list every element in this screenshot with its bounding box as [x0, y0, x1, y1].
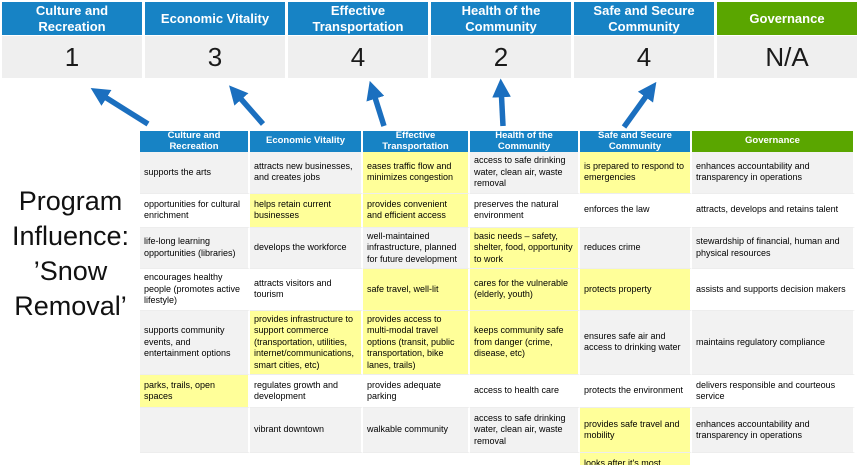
matrix-cell-r8-c5: looks after it's most vulnerable [580, 453, 692, 465]
matrix-cell-r4-c5: protects property [580, 269, 692, 311]
score-value-effective-transportation: 4 [288, 36, 428, 78]
scoreboard: Culture and Recreation Economic Vitality E… [2, 2, 857, 78]
matrix-header-governance: Governance [692, 131, 855, 152]
matrix-cell-r1-c3: eases traffic flow and minimizes congest… [363, 152, 470, 194]
matrix-cell-r6-c3: provides adequate parking [363, 375, 470, 408]
matrix-cell-r1-c1: supports the arts [140, 152, 250, 194]
matrix-header-safe-and-secure-community: Safe and Secure Community [580, 130, 692, 152]
matrix-cell-r7-c2: vibrant downtown [250, 408, 363, 453]
matrix-cell-r2-c3: provides convenient and efficient access [363, 193, 470, 228]
influence-arrows [90, 78, 657, 129]
matrix-cell-r8-c4 [470, 453, 580, 465]
matrix-cell-r4-c3: safe travel, well-lit [363, 269, 470, 311]
matrix-cell-r2-c1: opportunities for cultural enrichment [140, 193, 250, 228]
score-value-governance: N/A [717, 36, 857, 78]
matrix-cell-r8-c2 [250, 453, 363, 465]
score-header-governance: Governance [717, 2, 857, 35]
matrix-header-effective-transportation: Effective Transportation [363, 130, 470, 152]
matrix-cell-r2-c2: helps retain current businesses [250, 193, 363, 228]
matrix-cell-r6-c5: protects the environment [580, 375, 692, 408]
matrix-table: Culture and Recreation Economic Vitality E… [140, 130, 855, 465]
influence-arrow-3 [366, 80, 387, 127]
matrix-cell-r3-c3: well-maintained infrastructure, planned … [363, 227, 470, 269]
matrix-cell-r1-c4: access to safe drinking water, clean air… [470, 152, 580, 194]
matrix-cell-r4-c4: cares for the vulnerable (elderly, youth… [470, 269, 580, 311]
score-value-economic-vitality: 3 [145, 36, 285, 78]
matrix-cell-r1-c5: is prepared to respond to emergencies [580, 152, 692, 194]
score-header-economic-vitality: Economic Vitality [145, 2, 285, 35]
matrix-cell-r6-c4: access to health care [470, 375, 580, 408]
matrix-cell-r2-c5: enforces the law [580, 193, 692, 228]
matrix-cell-r8-c3 [363, 453, 470, 465]
matrix-cell-r5-c4: keeps community safe from danger (crime,… [470, 310, 580, 375]
score-value-health-of-the-community: 2 [431, 36, 571, 78]
score-header-culture-and-recreation: Culture and Recreation [2, 2, 142, 35]
matrix-header-health-of-the-community: Health of the Community [470, 130, 580, 152]
matrix-cell-r5-c2: provides infrastructure to support comme… [250, 310, 363, 375]
matrix-cell-r7-c6: enhances accountability and transparency… [692, 408, 855, 453]
matrix-cell-r3-c1: life-long learning opportunities (librar… [140, 227, 250, 269]
matrix-cell-r5-c3: provides access to multi-modal travel op… [363, 310, 470, 375]
matrix-cell-r1-c6: enhances accountability and transparency… [692, 152, 855, 194]
matrix-cell-r6-c2: regulates growth and development [250, 375, 363, 408]
matrix-cell-r4-c1: encourages healthy people (promotes acti… [140, 269, 250, 311]
influence-arrow-2 [229, 85, 266, 126]
matrix-cell-r6-c6: delivers responsible and courteous servi… [692, 375, 855, 408]
matrix-cell-r3-c5: reduces crime [580, 227, 692, 269]
matrix-cell-r7-c1 [140, 408, 250, 453]
matrix-cell-r4-c2: attracts visitors and tourism [250, 269, 363, 311]
score-header-health-of-the-community: Health of the Community [431, 2, 571, 35]
matrix-cell-r3-c6: stewardship of financial, human and phys… [692, 227, 855, 269]
matrix-cell-r5-c1: supports community events, and entertain… [140, 310, 250, 375]
matrix-cell-r3-c4: basic needs – safety, shelter, food, opp… [470, 227, 580, 269]
score-value-safe-and-secure-community: 4 [574, 36, 714, 78]
matrix-cell-r6-c1: parks, trails, open spaces [140, 375, 250, 408]
score-header-safe-and-secure-community: Safe and Secure Community [574, 2, 714, 35]
influence-arrow-4 [492, 78, 511, 127]
score-header-effective-transportation: Effective Transportation [288, 2, 428, 35]
matrix-cell-r2-c6: attracts, develops and retains talent [692, 193, 855, 228]
matrix-cell-r7-c5: provides safe travel and mobility [580, 408, 692, 453]
matrix-cell-r8-c6 [692, 453, 855, 465]
matrix-cell-r4-c6: assists and supports decision makers [692, 269, 855, 311]
matrix-cell-r1-c2: attracts new businesses, and creates job… [250, 152, 363, 194]
matrix-cell-r5-c5: ensures safe air and access to drinking … [580, 310, 692, 375]
influence-arrow-1 [90, 88, 150, 127]
matrix-cell-r3-c2: develops the workforce [250, 227, 363, 269]
score-value-culture-and-recreation: 1 [2, 36, 142, 78]
matrix-header-economic-vitality: Economic Vitality [250, 131, 363, 152]
program-title: Program Influence: ’Snow Removal’ [11, 186, 130, 321]
matrix-cell-r2-c4: preserves the natural environment [470, 193, 580, 228]
influence-arrow-5 [621, 81, 657, 129]
matrix-cell-r5-c6: maintains regulatory compliance [692, 310, 855, 375]
matrix-header-culture-and-recreation: Culture and Recreation [140, 130, 250, 152]
matrix-cell-r7-c4: access to safe drinking water, clean air… [470, 408, 580, 453]
matrix-cell-r7-c3: walkable community [363, 408, 470, 453]
matrix-cell-r8-c1 [140, 453, 250, 465]
